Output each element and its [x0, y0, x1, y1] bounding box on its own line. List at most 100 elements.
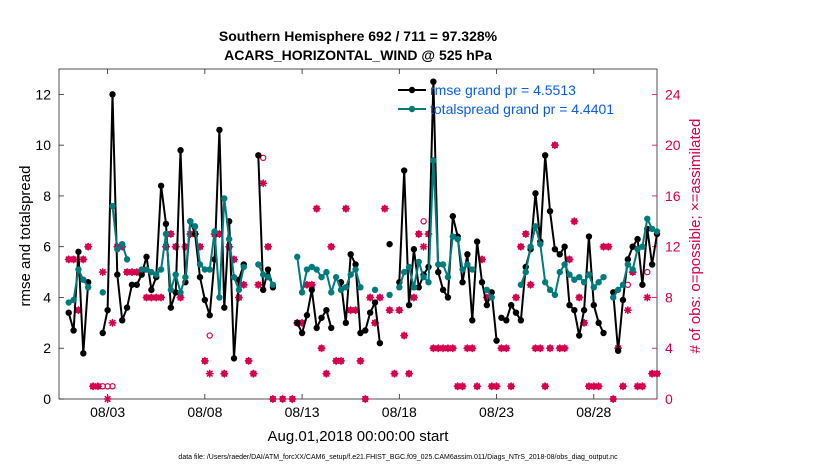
obs-assimilated-stroke	[250, 370, 257, 377]
rmse-point	[303, 312, 311, 319]
obs-possible-marker	[644, 268, 651, 276]
obs-assimilated-marker	[93, 382, 102, 391]
totalspread-point	[653, 228, 661, 235]
rmse-point	[459, 279, 466, 286]
totalspread-point	[439, 261, 447, 268]
totalspread-point	[109, 202, 116, 210]
obs-assimilated-marker	[502, 344, 511, 353]
legend-rmse-marker	[408, 86, 416, 94]
rmse-point	[128, 281, 136, 288]
obs-assimilated-stroke	[576, 294, 583, 301]
rmse-point	[328, 324, 335, 332]
totalspread-point	[352, 266, 359, 273]
obs-assimilated-marker	[103, 394, 112, 404]
rmse-point	[206, 312, 213, 319]
totalspread-point	[70, 296, 77, 304]
rmse-point	[439, 286, 447, 294]
totalspread-point	[177, 289, 184, 296]
totalspread-point	[162, 230, 170, 238]
totalspread-point	[566, 271, 573, 278]
obs-assimilated-marker	[560, 344, 569, 353]
obs-assimilated-marker	[69, 255, 78, 264]
rmse-point	[294, 319, 301, 327]
obs-assimilated-stroke	[289, 395, 296, 403]
totalspread-point	[400, 268, 408, 276]
obs-assimilated-stroke	[357, 357, 364, 365]
obs-assimilated-stroke	[206, 370, 213, 377]
obs-assimilated-marker	[317, 344, 326, 353]
totalspread-point	[182, 273, 189, 281]
y-tick-label-left: 10	[35, 137, 51, 153]
rmse-point	[512, 309, 520, 316]
totalspread-point	[337, 286, 345, 294]
obs-assimilated-marker	[327, 242, 336, 251]
totalspread-point	[590, 284, 597, 291]
totalspread-point	[449, 233, 457, 240]
totalspread-point	[522, 268, 529, 276]
obs-assimilated-stroke	[143, 294, 150, 301]
totalspread-point	[187, 218, 194, 225]
obs-assimilated-marker	[366, 293, 375, 302]
totalspread-point	[235, 286, 243, 294]
obs-assimilated-stroke	[580, 319, 588, 326]
obs-assimilated-stroke	[415, 230, 422, 238]
obs-assimilated-stroke	[148, 294, 155, 301]
totalspread-point	[410, 284, 418, 291]
obs-assimilated-stroke	[337, 357, 345, 365]
obs-assimilated-marker	[244, 356, 253, 365]
rmse-point	[201, 296, 209, 304]
obs-assimilated-marker	[643, 293, 652, 302]
totalspread-point	[527, 243, 534, 250]
rmse-point	[376, 339, 384, 347]
obs-assimilated-marker	[453, 382, 462, 391]
obs-assimilated-stroke	[474, 383, 481, 390]
totalspread-point	[123, 256, 131, 263]
obs-assimilated-marker	[448, 344, 457, 353]
obs-assimilated-stroke	[94, 383, 101, 390]
rmse-point	[366, 309, 374, 316]
rmse-point	[580, 306, 588, 314]
totalspread-point	[80, 276, 87, 283]
obs-assimilated-stroke	[303, 281, 311, 288]
totalspread-point	[294, 253, 301, 261]
obs-assimilated-stroke	[381, 205, 388, 212]
rmse-point	[444, 294, 452, 301]
totalspread-point	[629, 266, 636, 273]
rmse-point	[503, 317, 510, 324]
obs-assimilated-stroke	[551, 142, 559, 149]
rmse-point	[629, 243, 636, 250]
totalspread-point	[396, 284, 403, 291]
totalspread-point	[634, 246, 641, 253]
obs-assimilated-marker	[589, 382, 598, 391]
rmse-point	[595, 319, 602, 327]
obs-assimilated-stroke	[65, 256, 72, 263]
obs-assimilated-stroke	[644, 294, 651, 301]
obs-assimilated-stroke	[532, 345, 539, 352]
obs-assimilated-stroke	[585, 383, 593, 390]
obs-assimilated-marker	[405, 369, 414, 378]
rmse-point	[162, 220, 170, 228]
totalspread-point	[430, 157, 437, 164]
obs-assimilated-stroke	[517, 243, 524, 250]
rmse-point	[449, 213, 457, 220]
rmse-point	[400, 167, 408, 174]
totalspread-point	[157, 266, 165, 273]
rmse-point	[561, 243, 568, 250]
obs-possible-marker	[420, 218, 427, 225]
obs-assimilated-stroke	[298, 319, 306, 326]
totalspread-point	[556, 268, 563, 276]
obs-assimilated-marker	[633, 382, 642, 391]
totalspread-point	[153, 271, 160, 278]
obs-assimilated-stroke	[396, 307, 403, 314]
obs-assimilated-marker	[565, 255, 574, 264]
totalspread-point	[206, 266, 213, 273]
totalspread-point	[114, 246, 121, 253]
rmse-point	[600, 329, 607, 337]
y-axis-label-left: rmse and totalspread	[17, 166, 34, 307]
totalspread-line	[398, 159, 474, 289]
totalspread-point	[648, 225, 656, 233]
rmse-point	[352, 261, 359, 268]
rmse-point	[435, 268, 442, 276]
totalspread-point	[469, 266, 476, 273]
obs-assimilated-stroke	[459, 383, 466, 390]
